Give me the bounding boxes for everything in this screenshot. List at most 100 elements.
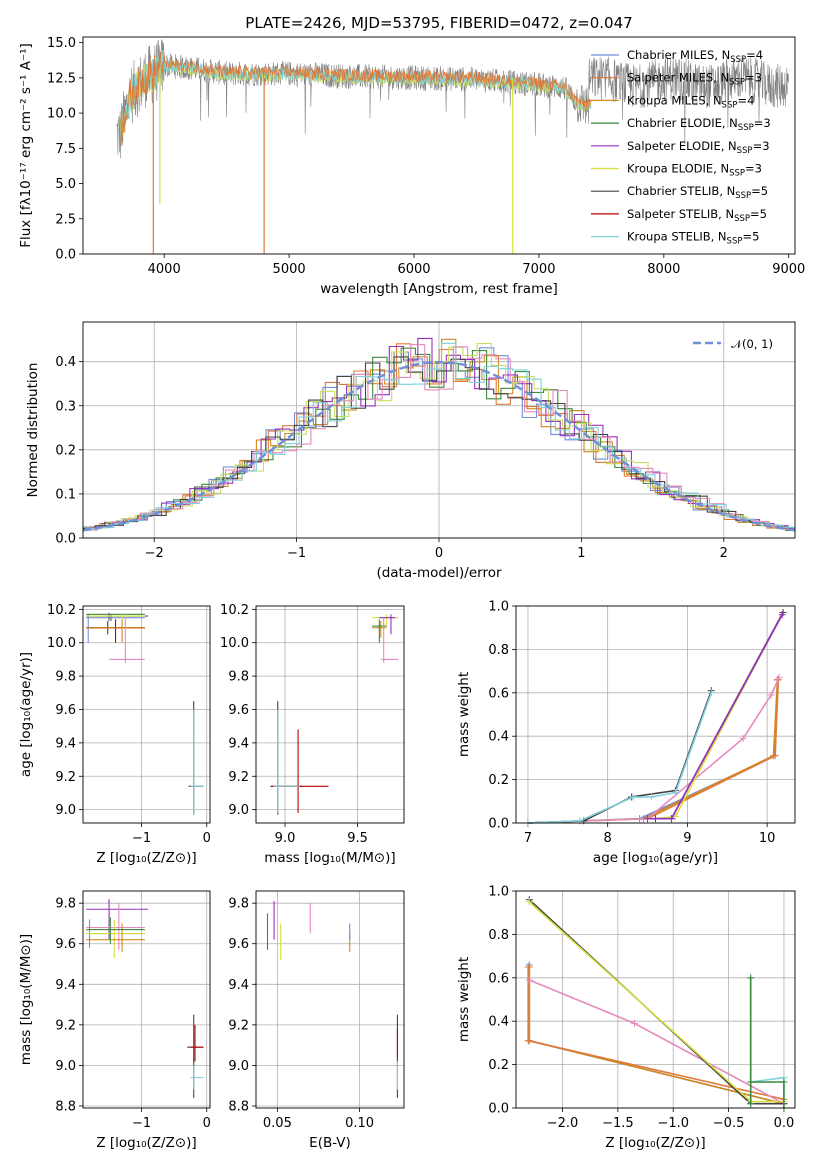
tick-label-y: 0.6 [488,686,509,701]
tick-label-x: −2 [145,546,164,561]
tick-label-y: 9.4 [55,736,76,751]
lines [524,896,788,1112]
plot-frame [255,890,405,1109]
tick-label-x: 0 [203,1116,211,1131]
plot-frame [82,321,796,539]
tick-label-x: −2.0 [547,1116,579,1131]
legend-count: =5 [750,207,767,221]
legend-count: =3 [745,71,762,85]
tick-label-y: 0.2 [488,773,509,788]
tick-label-y: 9.6 [228,937,249,952]
tick-label-x: −1 [132,831,151,846]
axis-label-x: (data-model)/error [376,565,502,581]
legend-entry: Kroupa STELIB, NSSP=5 [627,230,759,247]
tick-label-y: 9.0 [228,803,249,818]
legend-entry: 𝒩(0, 1) [731,337,773,351]
tick-label-y: 1.0 [488,600,509,615]
tick-label-y: 7.5 [55,142,76,157]
tick-label-y: 0.0 [488,1102,509,1117]
tick-label-y: 0.2 [488,1058,509,1073]
legend-count: =3 [753,139,770,153]
tick-label-y: 9.6 [55,703,76,718]
tick-label-y: 0.4 [488,730,509,745]
tick-label-x: 9.0 [275,831,296,846]
tick-label-y: 2.5 [55,212,76,227]
tick-label-y: 9.2 [55,770,76,785]
tick-label-x: 8000 [647,262,680,277]
tick-label-x: 7 [524,831,532,846]
tick-label-y: 0.3 [55,399,76,414]
weight-line [655,612,784,820]
axis-label-x: Z [log₁₀(Z/Z⊙)] [96,850,196,866]
tick-label-y: 0.1 [55,487,76,502]
legend-sub: SSP [737,146,753,156]
legend-sub: SSP [734,214,750,224]
legend-label: Salpeter ELODIE, N [627,139,737,153]
tick-label-y: 0.0 [55,248,76,263]
tick-label-x: 2 [720,546,728,561]
legend-sub: SSP [727,237,743,247]
plot-frame [255,605,405,824]
weight-line [527,679,780,824]
tick-label-y: 12.5 [47,71,76,86]
tick-label-y: 10.0 [220,636,249,651]
histograms [83,337,795,532]
axis-label-x: Z [log₁₀(Z/Z⊙)] [605,1135,705,1151]
tick-label-x: −0.5 [713,1116,745,1131]
model-spectrum [120,50,592,148]
tick-label-x: 1 [577,546,585,561]
normal-curve [83,360,795,532]
axis-label-y: Flux [fλ10⁻¹⁷ erg cm⁻² s⁻¹ A⁻¹] [18,43,34,248]
tick-label-x: 0.0 [774,1116,795,1131]
legend-sub: SSP [738,123,754,133]
tick-label-y: 15.0 [47,36,76,51]
axis-label-y: mass weight [456,672,472,757]
chart-age-vs-Z: −1 0 9.0 9.2 9.4 9.6 9.8 10.0 10.2 Z [log₁₀(Z/Z⊙)… [18,603,211,866]
weight-line [528,979,785,1105]
axis-label-y: mass [log₁₀(M/M⊙)] [18,934,34,1065]
legend-count: =5 [742,230,759,244]
tick-label-y: 9.4 [55,978,76,993]
tick-label-y: 9.4 [228,978,249,993]
axis-label-x: E(B-V) [309,1135,351,1151]
tick-label-x: 10 [759,831,776,846]
legend: 𝒩(0, 1) [693,337,773,351]
tick-label-y: 9.8 [55,670,76,685]
tick-label-x: 0.10 [345,1116,374,1131]
axis-label-y: mass weight [456,957,472,1042]
tick-label-y: 9.2 [228,1018,249,1033]
histogram-series [83,337,795,531]
legend-count: =5 [751,184,768,198]
tick-label-y: 9.8 [228,897,249,912]
tick-label-x: 6000 [397,262,430,277]
weight-line [527,967,785,1101]
chart-mass-vs-Z: −1 0 8.8 9.0 9.2 9.4 9.6 9.8 Z [log₁₀(Z/Z⊙)] mass… [18,890,211,1151]
tick-label-x: −1.5 [602,1116,634,1131]
tick-label-x: 5000 [273,262,306,277]
spectrum-lines [116,39,789,254]
tick-label-x: 9 [683,831,691,846]
points [86,899,204,1098]
weight-line [528,899,784,1105]
plot-frame [515,890,796,1109]
chart-age-vs-mass: 9.0 9.5 9.0 9.2 9.4 9.6 9.8 10.0 10.2 mass [log₁₀… [220,603,405,866]
legend-count: =3 [754,116,771,130]
legend-label: Kroupa ELODIE, N [627,162,729,176]
tick-label-y: 9.4 [228,736,249,751]
tick-label-y: 9.8 [228,670,249,685]
legend-sub: SSP [722,100,738,110]
tick-label-y: 10.0 [47,636,76,651]
tick-label-y: 9.0 [228,1059,249,1074]
legend-entry: Salpeter ELODIE, NSSP=3 [627,139,770,156]
legend-count: =3 [745,162,762,176]
points [86,612,204,815]
legend-label: Salpeter MILES, N [627,71,729,85]
tick-label-y: 5.0 [55,177,76,192]
weight-line [655,612,784,820]
tick-label-x: 0 [435,546,443,561]
tick-label-y: 1.0 [488,885,509,900]
weight-line [527,679,779,824]
tick-label-y: 10.2 [220,603,249,618]
